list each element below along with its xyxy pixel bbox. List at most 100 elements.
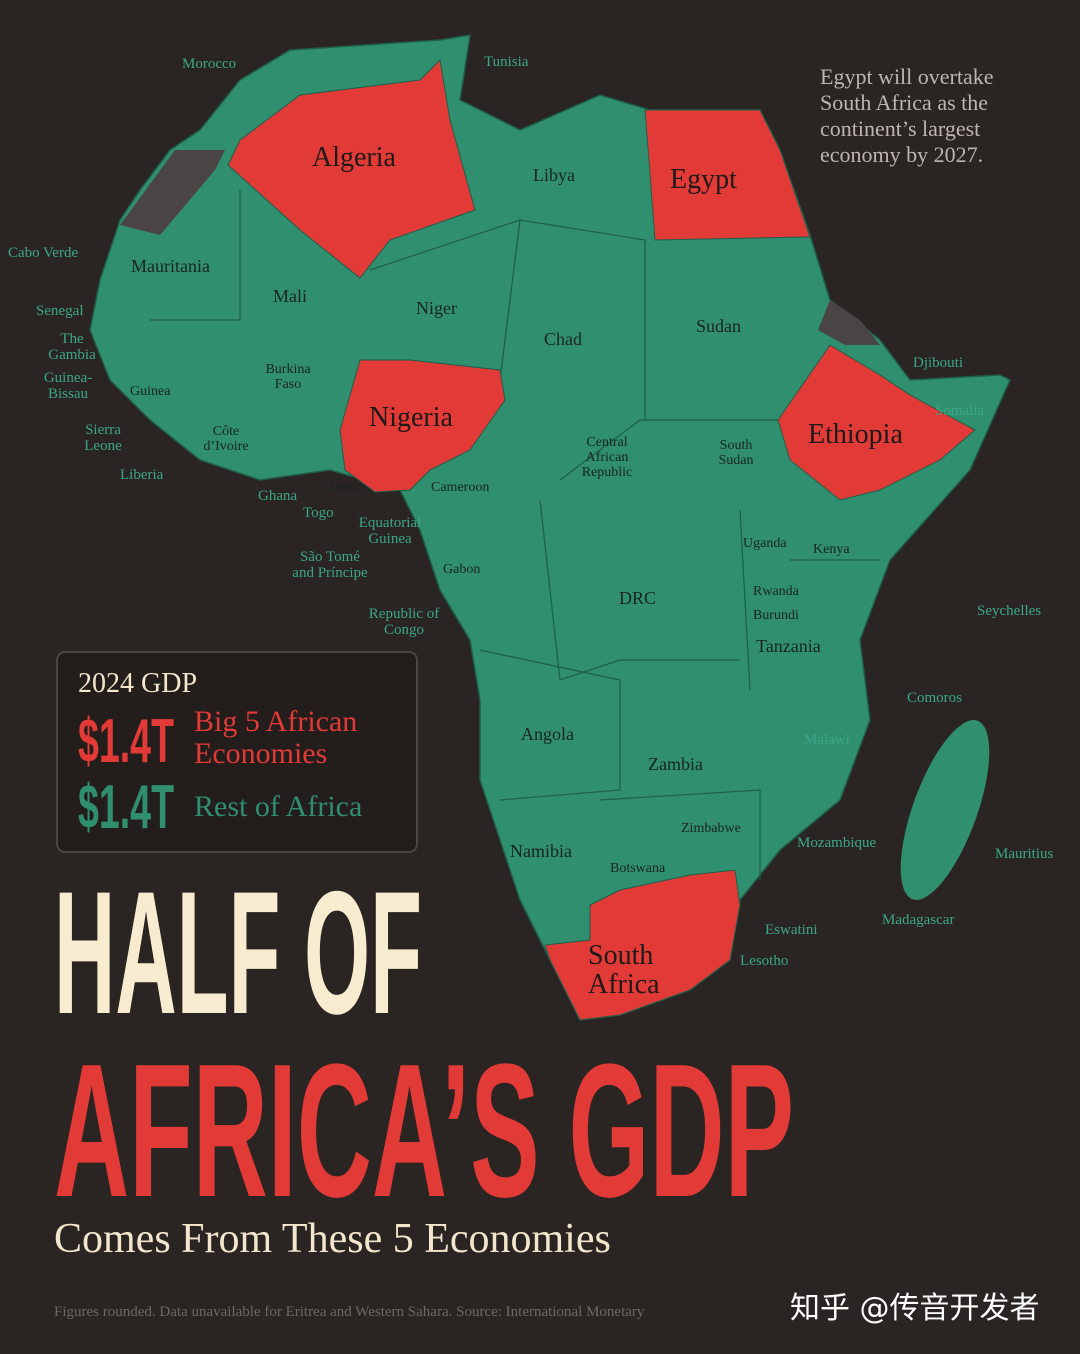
highlighted-label: Egypt (670, 164, 737, 195)
highlighted-regions (227, 58, 976, 1021)
eritrea (818, 300, 880, 345)
country-label: Kenya (813, 542, 850, 557)
country-label: Morocco (182, 56, 236, 72)
country-label: São Tomé (300, 549, 360, 565)
country-label: Libya (533, 165, 575, 185)
country-label: Cabo Verde (8, 245, 78, 261)
country-label: Zimbabwe (681, 821, 741, 836)
labels: AlgeriaEgyptNigeriaEthiopiaSouthAfricaMo… (8, 54, 1053, 1326)
highlighted-label: Ethiopia (808, 419, 903, 450)
country-label: Guinea (368, 531, 412, 547)
legend-amount: $1.4T (78, 773, 174, 842)
note: Egypt will overtake (820, 64, 994, 89)
country-label: Tunisia (484, 54, 529, 70)
country-label: Mozambique (797, 835, 876, 851)
legend-amount: $1.4T (78, 707, 174, 776)
country-label: The (60, 331, 84, 347)
watermark: 知乎 @传音开发者 (790, 1291, 1040, 1326)
legend-label: Economies (194, 737, 327, 770)
country-label: Malawi (804, 732, 850, 748)
title-line2: AFRICA’S GDP (54, 1025, 794, 1237)
country-label: Seychelles (977, 603, 1041, 619)
note: continent’s largest (820, 116, 980, 141)
highlighted-label: Nigeria (369, 402, 454, 433)
country-label: Mauritius (995, 846, 1053, 862)
country-label: Gabon (443, 562, 480, 577)
country-label: Chad (544, 329, 582, 349)
country-label: Lesotho (740, 953, 788, 969)
nigeria-shape (339, 359, 506, 493)
country-label: Bissau (48, 386, 89, 402)
country-label: Leone (84, 438, 122, 454)
country-label: Faso (275, 377, 301, 392)
country-label: Sudan (719, 453, 754, 468)
country-label: Tanzania (756, 636, 821, 656)
country-label: Liberia (120, 467, 164, 483)
country-label: Congo (384, 622, 424, 638)
highlighted-label: Algeria (312, 142, 397, 173)
madagascar (900, 720, 990, 900)
note: economy by 2027. (820, 142, 983, 167)
egypt-shape (644, 109, 811, 241)
country-label: Benin (330, 480, 363, 495)
ethiopia-shape (777, 344, 976, 501)
western-sahara (120, 150, 225, 235)
country-label: Rwanda (753, 584, 800, 599)
country-label: Namibia (510, 841, 572, 861)
country-label: Eswatini (765, 922, 818, 938)
country-label: Cameroon (431, 480, 489, 495)
border (739, 509, 751, 691)
country-label: DRC (619, 588, 656, 608)
legend-box (56, 651, 418, 853)
country-label: Burundi (753, 608, 799, 623)
border (479, 649, 621, 801)
country-label: Angola (521, 724, 574, 744)
country-label: and Príncipe (292, 565, 368, 581)
legend-heading: 2024 GDP (78, 668, 197, 699)
country-label: Botswana (610, 861, 666, 876)
country-label: Mauritania (131, 256, 210, 276)
south-africa-shape (544, 869, 741, 1021)
country-label: Côte (213, 424, 239, 439)
country-label: Guinea- (44, 370, 92, 386)
country-label: Equatorial (359, 515, 421, 531)
border (499, 219, 521, 381)
country-label: Gambia (48, 347, 96, 363)
country-label: Ghana (258, 488, 297, 504)
borders (150, 190, 880, 880)
highlighted-label: Africa (588, 969, 660, 1000)
country-label: Sierra (85, 422, 121, 438)
title-line1: HALF OF (54, 856, 422, 1051)
country-label: South (720, 438, 753, 453)
country-label: Togo (303, 505, 334, 521)
country-label: Guinea (130, 384, 171, 399)
country-label: Central (586, 435, 627, 450)
country-label: Niger (416, 298, 457, 318)
country-label: Somalia (935, 403, 985, 419)
country-label: Republic of (369, 606, 439, 622)
country-label: Comoros (907, 690, 962, 706)
country-label: Uganda (743, 536, 787, 551)
legend-label: Rest of Africa (194, 790, 362, 823)
border (559, 419, 780, 481)
note: South Africa as the (820, 90, 988, 115)
country-label: Republic (582, 465, 633, 480)
country-label: Senegal (36, 303, 83, 319)
country-label: Burkina (265, 362, 311, 377)
country-label: Djibouti (913, 355, 963, 371)
border (369, 219, 646, 420)
country-label: Mali (273, 286, 307, 306)
border (599, 789, 761, 880)
country-label: Zambia (648, 754, 703, 774)
subtitle: Comes From These 5 Economies (54, 1216, 611, 1262)
country-label: Sudan (696, 316, 741, 336)
legend-label: Big 5 African (194, 705, 357, 738)
country-label: d’Ivoire (203, 439, 248, 454)
highlighted-label: South (588, 940, 653, 971)
algeria-shape (227, 58, 476, 279)
source: Figures rounded. Data unavailable for Er… (54, 1304, 645, 1320)
africa-map (89, 34, 1011, 1021)
country-label: Madagascar (882, 912, 954, 928)
border (539, 499, 740, 681)
